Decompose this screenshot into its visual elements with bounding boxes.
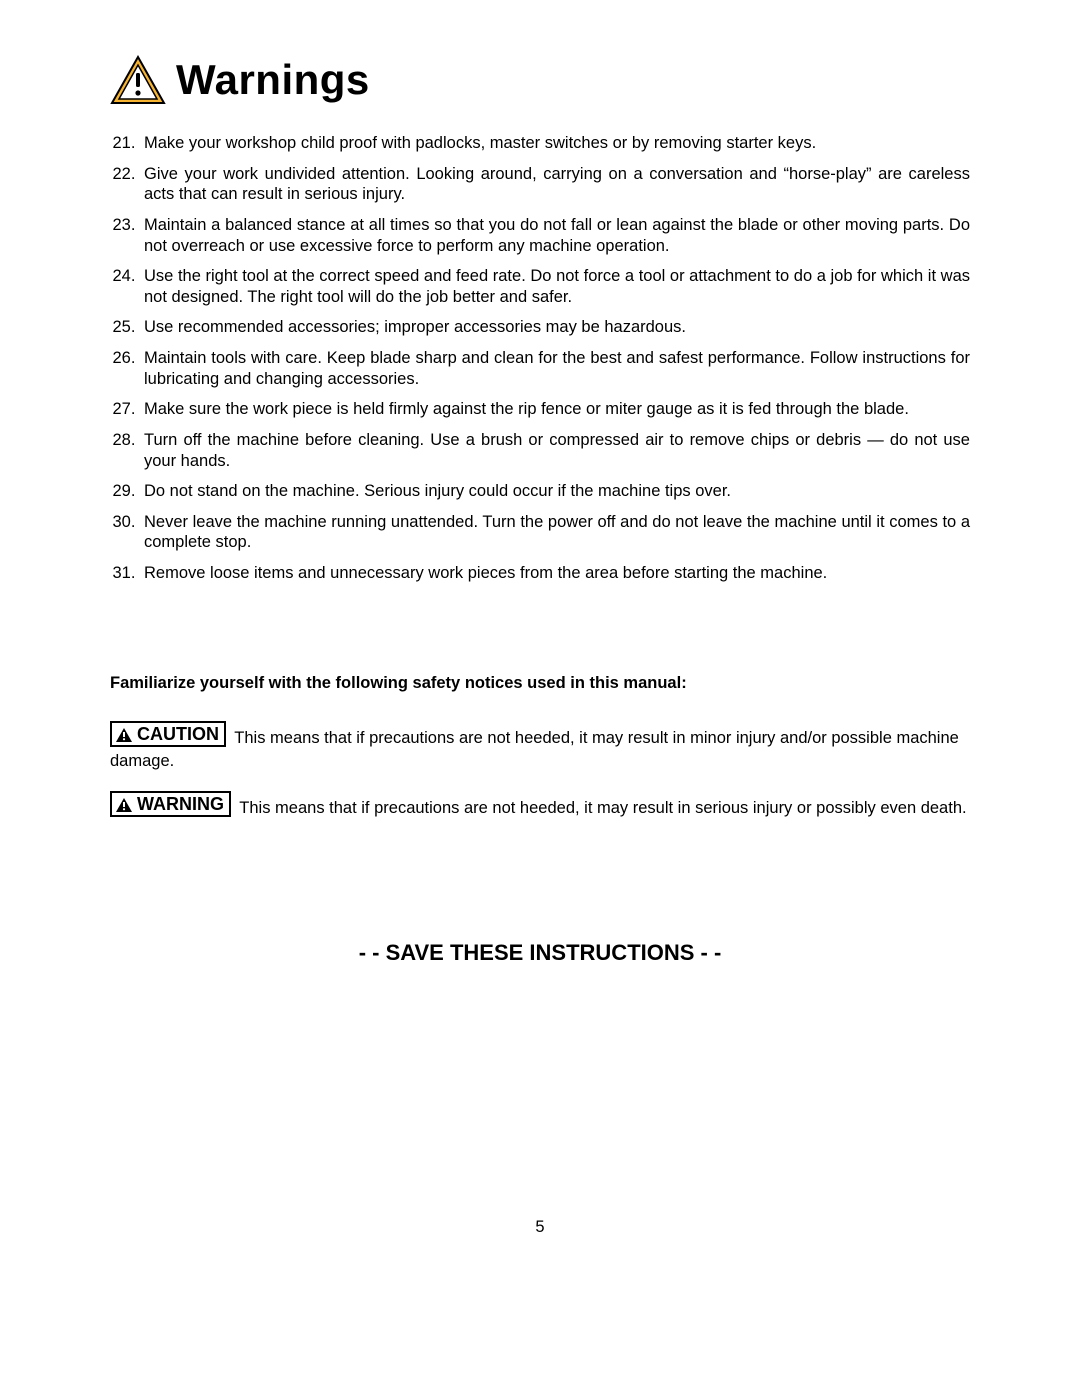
- warning-item: Maintain tools with care. Keep blade sha…: [140, 348, 970, 389]
- caution-notice: CAUTION This means that if precautions a…: [110, 721, 970, 773]
- warning-item: Give your work undivided attention. Look…: [140, 164, 970, 205]
- warning-label-box: WARNING: [110, 791, 231, 817]
- warning-item: Make sure the work piece is held firmly …: [140, 399, 970, 420]
- warning-item: Maintain a balanced stance at all times …: [140, 215, 970, 256]
- warning-item: Do not stand on the machine. Serious inj…: [140, 481, 970, 502]
- warnings-list: Make your workshop child proof with padl…: [110, 133, 970, 584]
- hazard-triangle-icon: [110, 55, 166, 105]
- save-instructions: - - SAVE THESE INSTRUCTIONS - -: [110, 940, 970, 966]
- document-page: Warnings Make your workshop child proof …: [0, 0, 1080, 1397]
- warning-notice: WARNING This means that if precautions a…: [110, 791, 970, 820]
- warnings-header: Warnings: [110, 55, 970, 105]
- hazard-mini-icon: [115, 726, 133, 742]
- warning-item: Turn off the machine before cleaning. Us…: [140, 430, 970, 471]
- warning-item: Make your workshop child proof with padl…: [140, 133, 970, 154]
- caution-text: This means that if precautions are not h…: [110, 729, 959, 770]
- hazard-mini-icon: [115, 796, 133, 812]
- warning-item: Use recommended accessories; improper ac…: [140, 317, 970, 338]
- warning-item: Remove loose items and unnecessary work …: [140, 563, 970, 584]
- warning-item: Use the right tool at the correct speed …: [140, 266, 970, 307]
- warnings-title: Warnings: [176, 56, 370, 104]
- warning-item: Never leave the machine running unattend…: [140, 512, 970, 553]
- caution-label-box: CAUTION: [110, 721, 226, 747]
- notices-intro: Familiarize yourself with the following …: [110, 674, 970, 693]
- warning-label-text: WARNING: [137, 793, 224, 815]
- page-number: 5: [0, 1218, 1080, 1237]
- caution-label-text: CAUTION: [137, 723, 219, 745]
- warning-text: This means that if precautions are not h…: [235, 799, 967, 817]
